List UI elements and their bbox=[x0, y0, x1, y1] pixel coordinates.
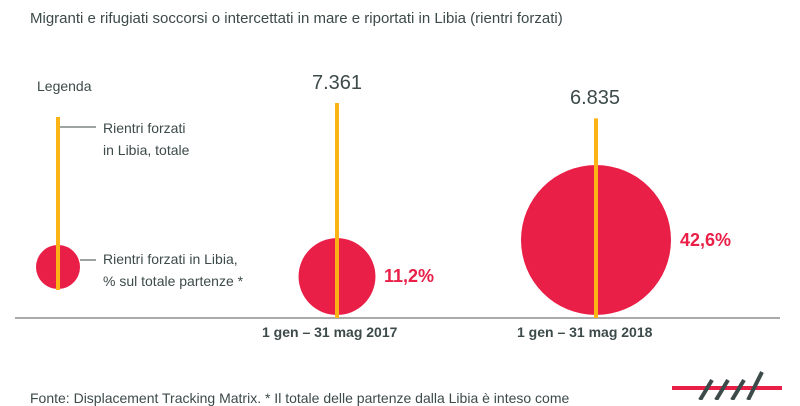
total-bar bbox=[335, 103, 339, 318]
total-label-2017: 7.361 bbox=[312, 72, 363, 94]
legend-heading: Legenda bbox=[37, 78, 92, 94]
legend-bar-label-line: in Libia, totale bbox=[103, 142, 190, 158]
percent-label-2018: 42,6% bbox=[680, 230, 732, 250]
total-bar bbox=[594, 118, 598, 318]
legend bbox=[36, 117, 96, 290]
legend-bar-label: Rientri forzati in Libia, totale bbox=[103, 117, 189, 161]
source-note: Fonte: Displacement Tracking Matrix. * I… bbox=[30, 390, 570, 406]
chart-title: Migranti e rifugiati soccorsi o intercet… bbox=[30, 10, 563, 27]
legend-bar-label-line: Rientri forzati bbox=[103, 120, 186, 136]
legend-circle-label-line: Rientri forzati in Libia, bbox=[103, 251, 238, 267]
category-label-2017: 1 gen – 31 mag 2017 bbox=[262, 324, 398, 340]
legend-bar bbox=[56, 117, 60, 290]
percent-label-2017: 11,2% bbox=[384, 266, 435, 286]
legend-circle-label: Rientri forzati in Libia, % sul totale pa… bbox=[103, 248, 243, 292]
legend-circle-label-line: % sul totale partenze * bbox=[103, 273, 244, 289]
category-label-2018: 1 gen – 31 mag 2018 bbox=[517, 324, 653, 340]
logo bbox=[672, 371, 782, 400]
total-label-2018: 6.835 bbox=[570, 87, 621, 109]
